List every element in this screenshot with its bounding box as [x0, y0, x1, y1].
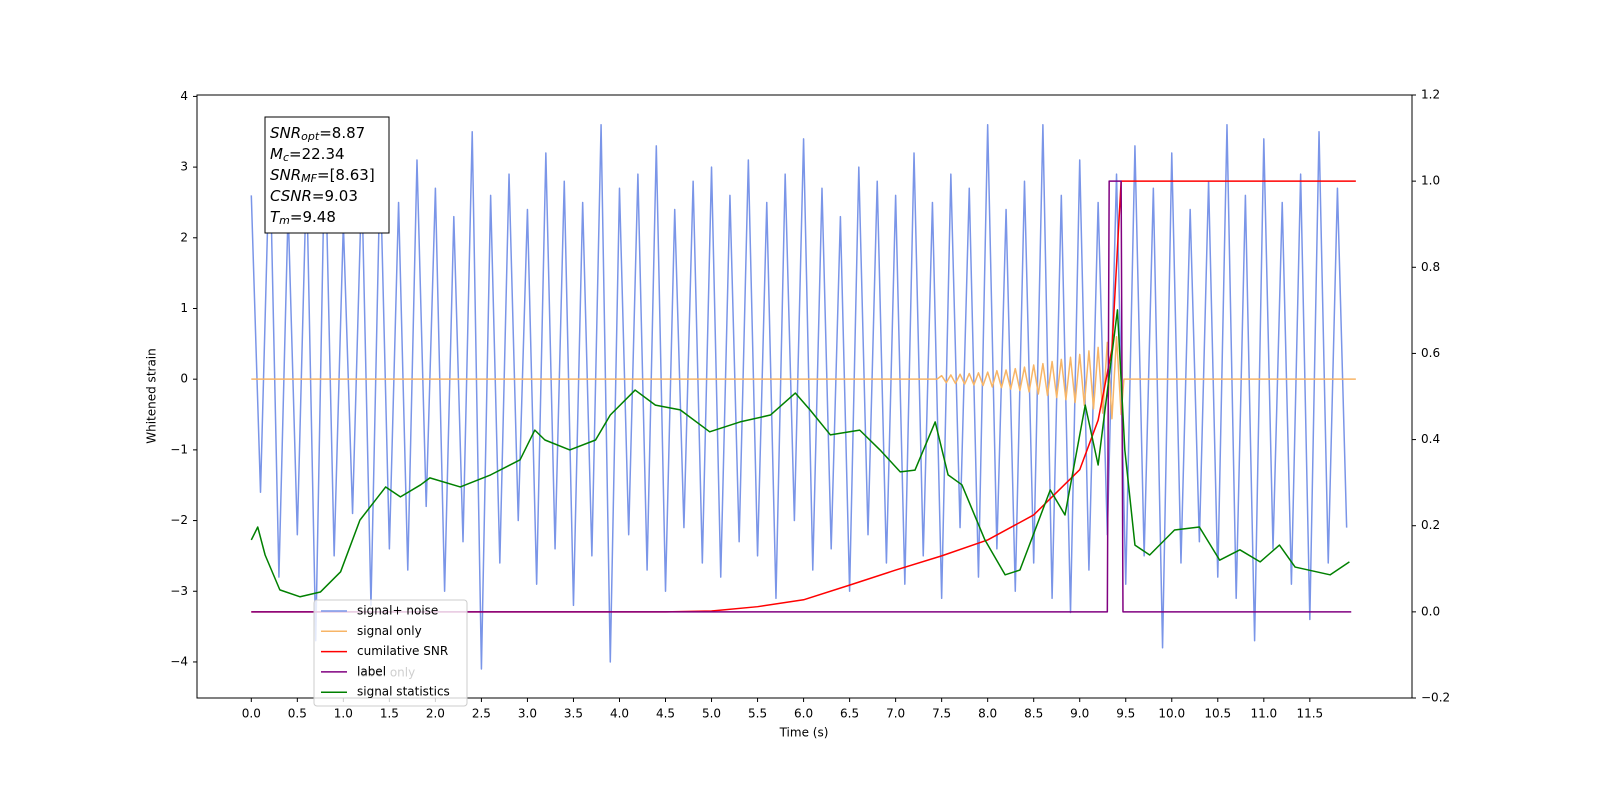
x-tick-label: 7.0 — [886, 707, 905, 721]
x-axis-label: Time (s) — [779, 726, 829, 740]
x-tick-label: 4.0 — [610, 707, 629, 721]
x-tick-label: 4.5 — [656, 707, 675, 721]
legend-label: signal+ noise — [357, 604, 438, 618]
x-tick-label: 8.5 — [1024, 707, 1043, 721]
y-tick-label: 3 — [180, 160, 188, 174]
y-tick-label: 0 — [180, 372, 188, 386]
annotation-subscript: c — [283, 151, 289, 164]
y2-tick-label: 1.2 — [1421, 88, 1440, 102]
y-tick-label: −3 — [170, 584, 188, 598]
legend-label: signal only — [357, 624, 422, 638]
series-line — [251, 180, 1352, 613]
annotation-value: =9.03 — [312, 187, 358, 205]
series-line — [250, 309, 1350, 598]
x-tick-label: 5.0 — [702, 707, 721, 721]
annotation-line: SNRopt=8.87 — [270, 124, 365, 144]
annotation-value: =8.87 — [319, 124, 365, 142]
y-tick-label: 1 — [180, 301, 188, 315]
y2-tick-label: 0.4 — [1421, 432, 1440, 446]
legend-label: cumilative SNR — [357, 644, 448, 658]
annotation-subscript: m — [279, 214, 290, 227]
annotation-subscript: opt — [301, 130, 320, 143]
legend-label: label — [357, 664, 386, 678]
annotation-value: =9.48 — [290, 208, 336, 226]
annotation-line: SNRMF=[8.63] — [270, 166, 375, 186]
series-line — [250, 123, 1348, 670]
x-tick-label: 2.5 — [472, 707, 491, 721]
x-tick-label: 9.0 — [1070, 707, 1089, 721]
annotation-symbol: SNR — [270, 124, 301, 142]
annotation-symbol: T — [270, 208, 281, 226]
annotation-value: =22.34 — [289, 145, 345, 163]
annotation-line: Mc=22.34 — [270, 145, 345, 165]
x-tick-label: 1.5 — [380, 707, 399, 721]
annotation-line: Tm=9.48 — [270, 208, 336, 228]
x-tick-label: 6.0 — [794, 707, 813, 721]
y2-tick-label: 1.0 — [1421, 174, 1440, 188]
x-tick-label: 3.0 — [518, 707, 537, 721]
y-tick-label: −2 — [170, 513, 188, 527]
annotation-line: CSNR=9.03 — [270, 187, 358, 205]
x-tick-label: 10.5 — [1204, 707, 1231, 721]
y2-tick-label: −0.2 — [1421, 691, 1450, 705]
x-tick-label: 3.5 — [564, 707, 583, 721]
legend-box — [313, 599, 468, 707]
x-tick-label: 1.0 — [334, 707, 353, 721]
x-tick-label: 11.5 — [1296, 707, 1323, 721]
x-tick-label: 0.0 — [242, 707, 261, 721]
y-tick-label: 2 — [180, 230, 188, 244]
y-tick-label: 4 — [180, 89, 188, 103]
x-tick-label: 5.5 — [748, 707, 767, 721]
y-axis-label: Whitened strain — [145, 348, 159, 444]
x-tick-label: 7.5 — [932, 707, 951, 721]
plot-frame — [196, 94, 1413, 699]
x-tick-label: 11.0 — [1250, 707, 1277, 721]
x-tick-label: 2.0 — [426, 707, 445, 721]
annotation-subscript: MF — [301, 172, 317, 185]
annotation-symbol: M — [270, 145, 283, 163]
legend-faded-label: label only — [357, 665, 415, 679]
y2-tick-label: 0.0 — [1421, 604, 1440, 618]
x-tick-label: 0.5 — [288, 707, 307, 721]
y2-tick-label: 0.8 — [1421, 260, 1440, 274]
y2-tick-label: 0.2 — [1421, 518, 1440, 532]
y2-tick-label: 0.6 — [1421, 346, 1440, 360]
y-tick-label: −1 — [170, 442, 188, 456]
series-line — [251, 336, 1356, 420]
annotation-symbol: SNR — [270, 166, 301, 184]
series-line — [251, 180, 1356, 613]
annotation-box — [264, 116, 390, 234]
x-tick-label: 6.5 — [840, 707, 859, 721]
x-tick-label: 8.0 — [978, 707, 997, 721]
annotation-value: =[8.63] — [317, 166, 375, 184]
annotation-symbol: CSNR — [270, 187, 312, 205]
x-tick-label: 9.5 — [1116, 707, 1135, 721]
legend-label: signal statistics — [357, 685, 450, 699]
x-tick-label: 10.0 — [1158, 707, 1185, 721]
y-tick-label: −4 — [170, 654, 188, 668]
